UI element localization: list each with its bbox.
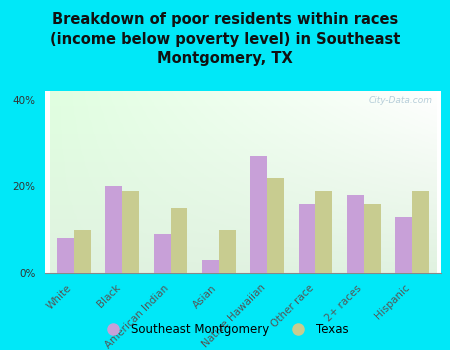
Bar (364, 204, 381, 273)
Bar (202, 260, 219, 273)
Bar (347, 195, 364, 273)
Bar (250, 156, 267, 273)
Bar (395, 217, 412, 273)
Bar (105, 186, 122, 273)
Bar (122, 191, 139, 273)
Bar (171, 208, 188, 273)
Text: City-Data.com: City-Data.com (369, 97, 433, 105)
Bar (153, 234, 171, 273)
Bar (298, 204, 315, 273)
Bar (315, 191, 333, 273)
Bar (219, 230, 236, 273)
Bar (74, 230, 91, 273)
Bar (412, 191, 429, 273)
Bar (267, 178, 284, 273)
Bar (57, 238, 74, 273)
Legend: Southeast Montgomery, Texas: Southeast Montgomery, Texas (96, 318, 354, 341)
Text: Breakdown of poor residents within races
(income below poverty level) in Southea: Breakdown of poor residents within races… (50, 12, 400, 66)
